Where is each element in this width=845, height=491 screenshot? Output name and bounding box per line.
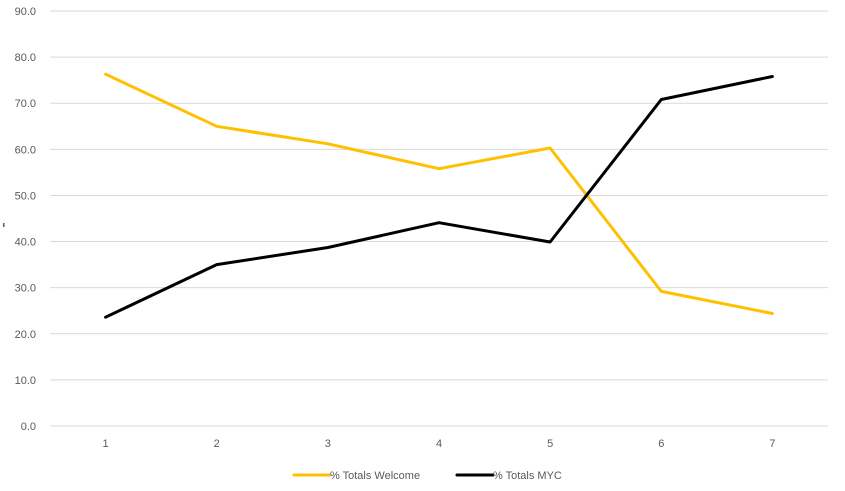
x-tick-label: 2: [214, 438, 220, 450]
x-tick-label: 6: [658, 438, 664, 450]
series-lines: [104, 72, 774, 319]
x-axis-tick-labels: 1 2 3 4 5 6 7: [103, 438, 776, 450]
y-tick-label: 70.0: [15, 98, 36, 110]
x-tick-label: 1: [103, 438, 109, 450]
legend-label: % Totals Welcome: [330, 470, 420, 482]
x-tick-label: 4: [436, 438, 442, 450]
legend: % Totals Welcome % Totals MYC: [292, 470, 562, 482]
y-axis-tick-labels: 0.0 10.0 20.0 30.0 40.0 50.0 60.0 70.0 80.0 90.0: [15, 6, 36, 433]
y-tick-label: 50.0: [15, 190, 36, 202]
series-line-totals-myc: [104, 75, 774, 319]
series-line-totals-welcome: [104, 72, 774, 315]
y-tick-label: 90.0: [15, 6, 36, 18]
y-tick-label: 10.0: [15, 375, 36, 387]
y-tick-label: 40.0: [15, 237, 36, 249]
x-tick-label: 7: [769, 438, 775, 450]
y-tick-label: 20.0: [15, 329, 36, 341]
y-tick-label: 80.0: [15, 52, 36, 64]
y-tick-label: 0.0: [21, 421, 36, 433]
x-tick-label: 3: [325, 438, 331, 450]
legend-label: % Totals MYC: [493, 470, 562, 482]
x-tick-label: 5: [547, 438, 553, 450]
left-edge-mark: [3, 223, 5, 227]
y-tick-label: 30.0: [15, 283, 36, 295]
gridlines: [50, 10, 828, 381]
y-tick-label: 60.0: [15, 144, 36, 156]
